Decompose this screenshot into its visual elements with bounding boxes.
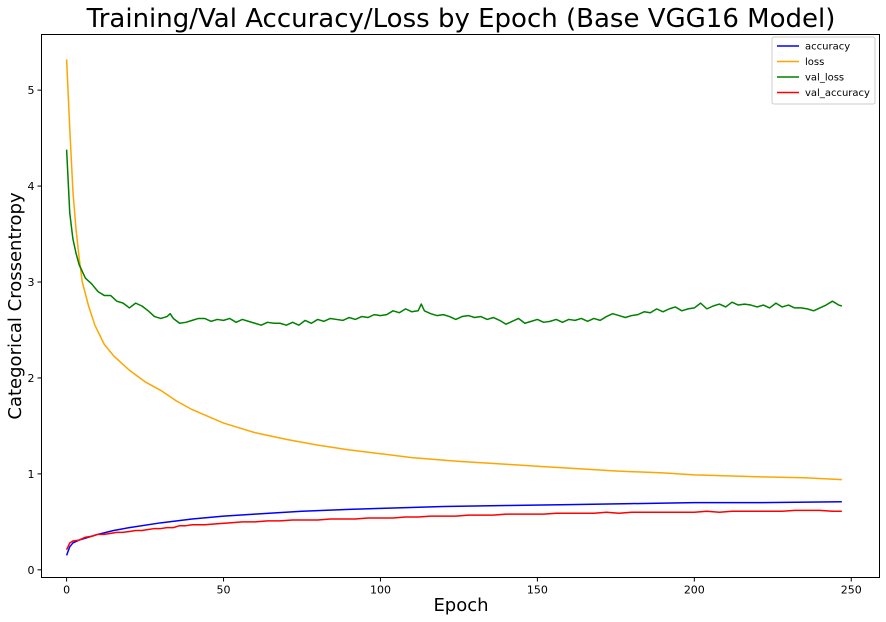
legend-box <box>771 36 876 105</box>
y-tick-label: 4 <box>28 180 35 193</box>
y-tick-label: 1 <box>28 468 35 481</box>
legend-label-loss: loss <box>805 57 824 68</box>
y-tick-label: 5 <box>28 84 35 97</box>
x-tick-label: 100 <box>370 584 391 597</box>
y-tick-label: 0 <box>28 564 35 577</box>
y-tick-label: 2 <box>28 372 35 385</box>
series-line-loss <box>65 59 842 481</box>
x-tick-label: 0 <box>63 584 70 597</box>
series-lines <box>65 59 843 556</box>
legend: accuracy loss val_loss val_accuracy <box>771 36 876 105</box>
series-line-val-accuracy <box>65 509 842 550</box>
plot-area <box>41 34 880 578</box>
legend-label-val-accuracy: val_accuracy <box>805 88 870 99</box>
y-tick-label: 3 <box>28 276 35 289</box>
chart-title: Training/Val Accuracy/Loss by Epoch (Bas… <box>86 4 836 34</box>
x-axis-ticks: 0 50 100 150 200 250 <box>63 577 862 597</box>
x-tick-label: 150 <box>527 584 548 597</box>
x-tick-label: 200 <box>684 584 705 597</box>
x-axis-label: Epoch <box>433 595 488 616</box>
y-axis-ticks: 0 1 2 3 4 5 <box>28 84 42 577</box>
x-tick-label: 50 <box>217 584 231 597</box>
y-axis-label: Categorical Crossentropy <box>5 192 26 420</box>
series-line-accuracy <box>65 500 842 556</box>
legend-label-val-loss: val_loss <box>805 73 844 84</box>
legend-label-accuracy: accuracy <box>805 42 850 53</box>
series-line-val-loss <box>65 149 843 326</box>
x-tick-label: 250 <box>841 584 862 597</box>
